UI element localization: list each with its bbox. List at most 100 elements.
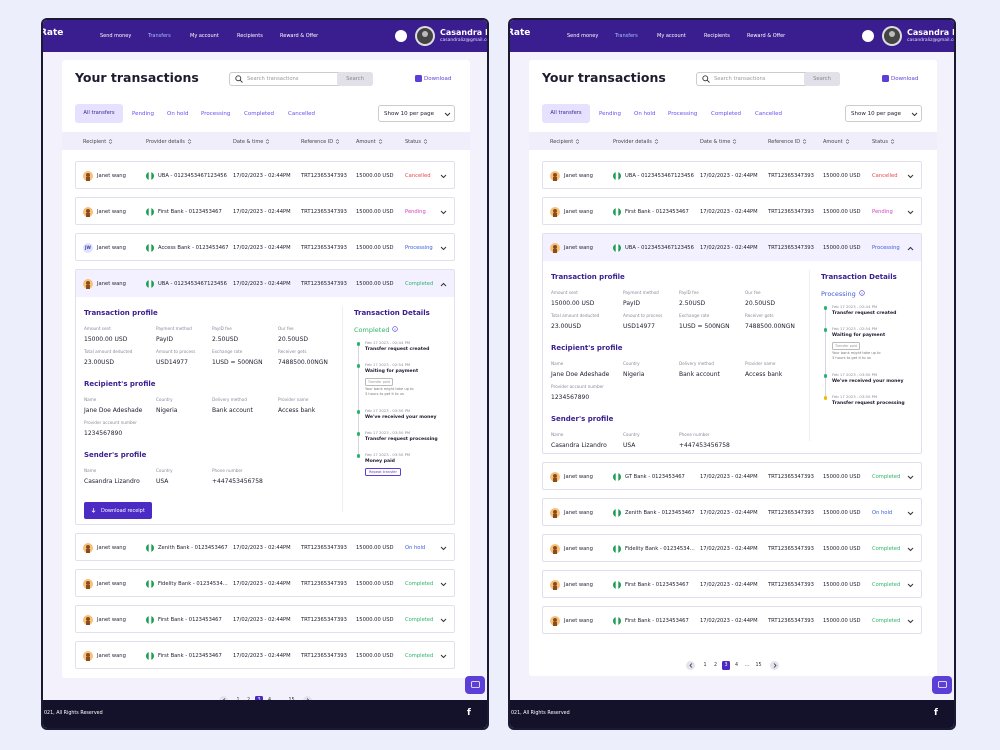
chevron[interactable] — [911, 112, 918, 117]
transaction-row[interactable]: Janet wang First Bank - 0123453467 17/02/2… — [542, 570, 922, 598]
notification-button[interactable] — [862, 30, 874, 42]
nav-link[interactable]: My account — [657, 33, 686, 39]
column-header[interactable]: Reference ID — [301, 138, 334, 145]
next-page[interactable] — [770, 661, 779, 670]
nav-link[interactable]: Recipients — [237, 33, 263, 39]
tab-label[interactable]: On hold — [167, 110, 189, 117]
transaction-row[interactable]: Janet wang First Bank - 0123453467 17/02/2… — [542, 197, 922, 225]
chevron[interactable] — [440, 174, 447, 179]
transaction-row[interactable]: Janet wang Fidelity Bank - 01234534... 17/… — [542, 534, 922, 562]
tab-label[interactable]: Completed — [244, 110, 274, 117]
chevron[interactable] — [440, 654, 447, 659]
chevron[interactable] — [440, 246, 447, 251]
download-receipt-label[interactable]: Download receipt — [101, 508, 145, 514]
page-number[interactable]: 3 — [722, 661, 730, 670]
tab-label[interactable]: Processing — [201, 110, 231, 117]
transaction-row[interactable]: Janet wang UBA - 0123453467123456 17/02/20… — [75, 161, 455, 189]
transaction-row[interactable]: Janet wang Fidelity Bank - 01234534... 17/… — [75, 569, 455, 597]
chevron[interactable] — [907, 174, 914, 179]
column-header[interactable]: Status — [405, 138, 421, 145]
prev-page[interactable] — [686, 661, 695, 670]
notification-button[interactable] — [395, 30, 407, 42]
chevron[interactable] — [907, 475, 914, 480]
chevron[interactable] — [440, 546, 447, 551]
transaction-row[interactable]: Janet wang First Bank - 0123453467 17/02/2… — [542, 606, 922, 634]
transaction-row[interactable]: Janet wang UBA - 0123453467123456 17/02/20… — [75, 269, 455, 525]
tab-label[interactable]: Completed — [711, 110, 741, 117]
column-header[interactable]: Recipient — [83, 138, 107, 145]
tab-label[interactable]: All transfers — [550, 110, 582, 116]
chevron[interactable] — [907, 246, 914, 251]
column-header[interactable]: Date & time — [700, 138, 731, 145]
search-button[interactable]: Search — [804, 72, 840, 86]
column-header[interactable]: Recipient — [550, 138, 574, 145]
chat-button[interactable] — [932, 676, 952, 694]
event-action[interactable]: Repeat transfer — [365, 468, 401, 476]
tab-label[interactable]: Cancelled — [288, 110, 316, 117]
nav-link[interactable]: Recipients — [704, 33, 730, 39]
page-label[interactable]: 4 — [734, 663, 739, 668]
page-number[interactable]: 4 — [733, 661, 741, 670]
page-label[interactable]: ... — [744, 663, 750, 668]
column-header[interactable]: Provider details — [146, 138, 185, 145]
page-number[interactable]: 2 — [712, 661, 720, 670]
transaction-row[interactable]: Janet wang Zenith Bank - 0123453467 17/02/… — [75, 533, 455, 561]
download-link[interactable]: Download — [424, 75, 452, 82]
social-link[interactable]: f — [467, 708, 471, 718]
nav-link[interactable]: Transfers — [148, 33, 171, 39]
chevron[interactable] — [440, 282, 447, 287]
nav-link[interactable]: My account — [190, 33, 219, 39]
chevron[interactable] — [907, 583, 914, 588]
chevron[interactable] — [440, 618, 447, 623]
transaction-row[interactable]: Janet wang Zenith Bank - 0123453467 17/02/… — [542, 498, 922, 526]
column-header[interactable]: Reference ID — [768, 138, 801, 145]
page-label[interactable]: 15 — [755, 663, 762, 668]
nav-link[interactable]: Reward & Offer — [747, 33, 786, 39]
page-label[interactable]: 2 — [713, 663, 718, 668]
nav-link[interactable]: Reward & Offer — [280, 33, 319, 39]
chevron[interactable] — [440, 582, 447, 587]
chevron[interactable] — [907, 547, 914, 552]
social-link[interactable]: f — [934, 708, 938, 718]
chevron[interactable] — [440, 210, 447, 215]
download-link[interactable]: Download — [891, 75, 919, 82]
tab-label[interactable]: Pending — [132, 110, 154, 117]
chevron[interactable] — [907, 619, 914, 624]
transaction-row[interactable]: JW Janet wang Access Bank - 0123453467 17/0… — [75, 233, 455, 261]
tab-active[interactable]: All transfers — [542, 104, 590, 123]
user-photo[interactable] — [882, 26, 902, 46]
nav-link[interactable]: Send money — [100, 33, 132, 39]
tab-active[interactable]: All transfers — [75, 104, 123, 123]
chevron[interactable] — [907, 210, 914, 215]
transaction-row[interactable]: Janet wang UBA - 0123453467123456 17/02/20… — [542, 161, 922, 189]
chevron[interactable] — [444, 112, 451, 117]
tab-label[interactable]: Processing — [668, 110, 698, 117]
transaction-row[interactable]: Janet wang First Bank - 0123453467 17/02/2… — [75, 197, 455, 225]
per-page-select[interactable] — [845, 105, 922, 122]
transaction-row[interactable]: Janet wang GT Bank - 0123453467 17/02/2023… — [542, 462, 922, 490]
column-header[interactable]: Amount — [356, 138, 376, 145]
column-header[interactable]: Provider details — [613, 138, 652, 145]
nav-link[interactable]: Transfers — [615, 33, 638, 39]
column-header[interactable]: Amount — [823, 138, 843, 145]
event-action-label[interactable]: Repeat transfer — [369, 470, 397, 474]
tab-label[interactable]: Cancelled — [755, 110, 783, 117]
page-number[interactable]: ... — [743, 661, 751, 670]
search-button[interactable]: Search — [337, 72, 373, 86]
chat-button[interactable] — [465, 676, 485, 694]
tab-label[interactable]: On hold — [634, 110, 656, 117]
download-receipt-button[interactable]: Download receipt — [84, 502, 152, 519]
page-number[interactable]: 1 — [701, 661, 709, 670]
chevron[interactable] — [907, 511, 914, 516]
column-header[interactable]: Date & time — [233, 138, 264, 145]
user-photo[interactable] — [415, 26, 435, 46]
tab-label[interactable]: Pending — [599, 110, 621, 117]
tab-label[interactable]: All transfers — [83, 110, 115, 116]
page-number[interactable]: 15 — [754, 661, 764, 670]
per-page-select[interactable] — [378, 105, 455, 122]
nav-link[interactable]: Send money — [567, 33, 599, 39]
transaction-row[interactable]: Janet wang First Bank - 0123453467 17/02/2… — [75, 605, 455, 633]
page-label[interactable]: 3 — [724, 663, 728, 668]
transaction-row[interactable]: Janet wang First Bank - 0123453467 17/02/2… — [75, 641, 455, 669]
page-label[interactable]: 1 — [703, 663, 707, 668]
